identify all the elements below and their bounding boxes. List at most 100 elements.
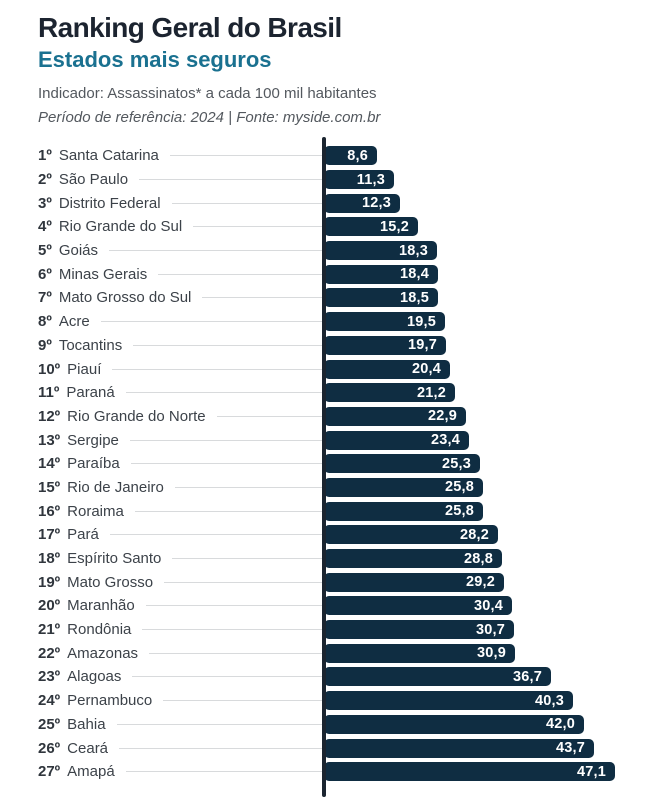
rank-label: 13º [38,431,61,449]
row-label-cell: 12º Rio Grande do Norte [38,408,324,425]
row-label-cell: 3º Distrito Federal [38,195,324,212]
value-bar: 21,2 [324,383,455,403]
leader-line [132,676,324,678]
state-label: Alagoas [67,668,122,686]
value-label: 30,7 [475,621,505,638]
value-label: 36,7 [512,668,542,685]
chart-row: 2º São Paulo 11,3 [0,168,660,192]
value-label: 25,8 [444,479,474,496]
rank-label: 3º [38,194,52,212]
rank-label: 7º [38,289,52,307]
chart-row: 17º Pará 28,2 [0,523,660,547]
reference-source-text: Período de referência: 2024 | Fonte: mys… [38,109,381,126]
row-label-cell: 14º Paraíba [38,455,324,472]
value-bar: 30,7 [324,620,514,640]
rank-label: 2º [38,171,52,189]
value-bar: 20,4 [324,359,450,379]
chart-row: 9º Tocantins 19,7 [0,334,660,358]
value-bar: 15,2 [324,217,418,237]
chart-row: 20º Maranhão 30,4 [0,594,660,618]
page-title: Ranking Geral do Brasil [38,12,342,43]
value-bar: 18,3 [324,241,437,261]
row-label-cell: 25º Bahia [38,716,324,733]
leader-line [202,297,324,299]
rank-label: 19º [38,573,61,591]
rank-label: 14º [38,455,61,473]
state-label: Roraima [67,502,124,520]
value-label: 43,7 [555,740,585,757]
value-bar: 42,0 [324,714,584,734]
value-label: 23,4 [430,432,460,449]
leader-line [145,605,324,607]
value-label: 19,7 [407,337,437,354]
chart-row: 27º Amapá 47,1 [0,760,660,784]
value-label: 11,3 [356,171,385,188]
rank-label: 25º [38,715,61,733]
state-label: Amazonas [67,644,139,662]
value-label: 22,9 [427,408,457,425]
row-label-cell: 19º Mato Grosso [38,574,324,591]
state-label: São Paulo [58,171,129,189]
value-label: 30,9 [476,645,506,662]
value-bar: 47,1 [324,762,615,782]
state-label: Espírito Santo [67,550,162,568]
chart-row: 23º Alagoas 36,7 [0,665,660,689]
row-label-cell: 18º Espírito Santo [38,550,324,567]
rank-label: 5º [38,242,52,260]
value-label: 25,8 [444,503,474,520]
ranking-bar-chart: 1º Santa Catarina 8,6 2º São Paulo 11,3 … [0,137,660,797]
rank-label: 15º [38,478,61,496]
leader-line [169,155,324,157]
value-bar: 30,4 [324,596,512,616]
value-bar: 28,8 [324,549,502,569]
value-bar: 28,2 [324,525,498,545]
rank-label: 8º [38,313,52,331]
state-label: Mato Grosso [67,573,154,591]
rank-label: 23º [38,668,61,686]
rank-label: 10º [38,360,61,378]
state-label: Acre [58,313,90,331]
state-label: Minas Gerais [58,265,148,283]
value-bar: 22,9 [324,406,466,426]
value-bar: 18,4 [324,264,438,284]
state-label: Maranhão [67,597,135,615]
state-label: Paraíba [67,455,120,473]
value-bar: 19,7 [324,335,446,355]
state-label: Bahia [67,715,106,733]
state-label: Tocantins [58,336,123,354]
row-label-cell: 4º Rio Grande do Sul [38,218,324,235]
row-label-cell: 8º Acre [38,313,324,330]
value-label: 19,5 [406,313,436,330]
state-label: Rondônia [67,621,132,639]
state-label: Santa Catarina [58,147,159,165]
leader-line [163,700,324,702]
chart-row: 8º Acre 19,5 [0,310,660,334]
value-bar: 12,3 [324,193,400,213]
value-bar: 43,7 [324,738,594,758]
rank-label: 27º [38,763,61,781]
row-label-cell: 6º Minas Gerais [38,266,324,283]
indicator-text: Indicador: Assassinatos* a cada 100 mil … [38,85,377,102]
value-label: 42,0 [545,716,575,733]
row-label-cell: 17º Pará [38,526,324,543]
rank-label: 18º [38,550,61,568]
leader-line [193,226,324,228]
value-label: 12,3 [361,195,391,212]
leader-line [174,486,324,488]
value-bar: 25,3 [324,454,480,474]
value-label: 47,1 [576,763,606,780]
leader-line [116,723,324,725]
rank-label: 4º [38,218,52,236]
value-label: 21,2 [416,384,446,401]
leader-line [171,202,324,204]
state-label: Paraná [66,384,115,402]
state-label: Distrito Federal [58,194,161,212]
rank-label: 17º [38,526,61,544]
state-label: Rio Grande do Norte [67,407,206,425]
row-label-cell: 26º Ceará [38,740,324,757]
leader-line [119,747,324,749]
value-label: 20,4 [411,361,441,378]
rank-label: 22º [38,644,61,662]
row-label-cell: 21º Rondônia [38,621,324,638]
